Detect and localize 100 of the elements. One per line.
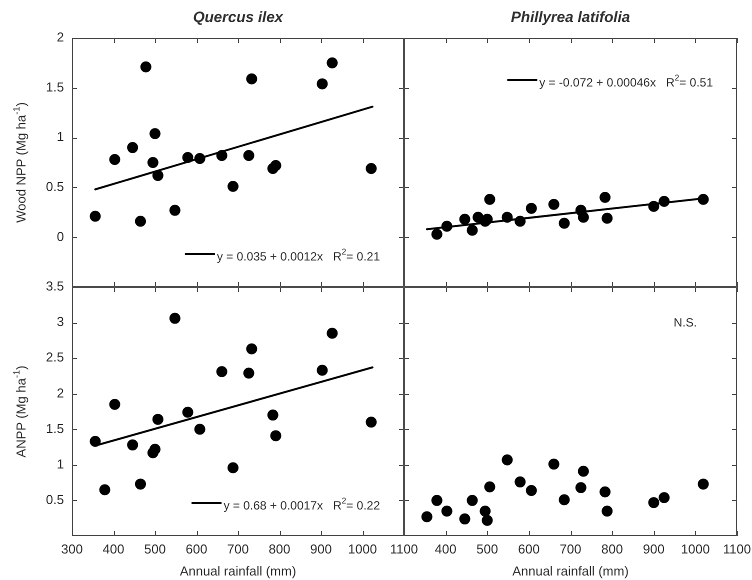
x-tick-label: 600: [518, 542, 540, 557]
point: [459, 214, 470, 225]
point: [326, 328, 338, 339]
point: [480, 506, 491, 517]
x-tick-label: 900: [642, 542, 665, 557]
point: [548, 198, 560, 210]
x-tick-label: 1100: [390, 542, 418, 557]
point: [484, 481, 496, 492]
x-tick-label: 900: [310, 542, 332, 557]
y-tick-label: 2: [56, 30, 64, 45]
y-tick-label: 2: [56, 385, 64, 400]
x-tick-label: 700: [560, 542, 582, 557]
y-tick-label: 3: [56, 314, 64, 330]
point: [366, 162, 377, 174]
point: [658, 196, 670, 207]
point: [431, 494, 442, 506]
point: [602, 212, 613, 224]
point: [216, 366, 228, 378]
annotation: N.S.: [674, 315, 698, 330]
x-tick-label: 500: [476, 542, 498, 557]
point: [90, 210, 101, 222]
chart-title: Phillyrea latifolia: [510, 9, 630, 26]
y-tick-label: 1: [56, 129, 64, 144]
y-tick-label: 1.5: [46, 79, 64, 94]
point: [194, 153, 206, 164]
point: [182, 152, 194, 164]
y-tick-label: 1.5: [46, 420, 64, 436]
point: [602, 506, 613, 517]
y-tick-label: 0.5: [46, 492, 64, 508]
point: [578, 212, 589, 223]
point: [514, 476, 526, 488]
point: [578, 466, 589, 477]
point: [270, 430, 282, 442]
point: [134, 478, 146, 490]
point: [127, 142, 138, 154]
x-tick-label: 800: [268, 542, 290, 557]
y-tick-label: 3.5: [46, 278, 64, 294]
x-tick-label: 300: [61, 542, 83, 557]
point: [698, 478, 709, 490]
y-axis-title: ANPP (Mg ha-1): [11, 366, 29, 458]
x-tick-label: 1000: [348, 542, 377, 557]
x-axis-title: Annual rainfall (mm): [512, 564, 629, 579]
point: [326, 57, 338, 68]
point: [431, 228, 442, 240]
point: [526, 484, 537, 496]
y-tick-label: 0: [56, 228, 64, 244]
point: [140, 61, 152, 72]
point: [548, 458, 560, 470]
point: [648, 200, 660, 212]
point: [575, 482, 586, 494]
point: [216, 150, 228, 162]
point: [482, 514, 493, 526]
point: [109, 154, 120, 166]
point: [243, 150, 254, 162]
point: [600, 192, 611, 203]
x-tick-label: 600: [186, 542, 208, 557]
chart-title: Quercus ilex: [192, 9, 284, 26]
point: [558, 218, 570, 229]
point: [514, 216, 526, 227]
x-tick-label: 500: [144, 542, 166, 557]
point: [648, 497, 660, 508]
point: [194, 424, 206, 435]
point: [169, 204, 180, 216]
point: [526, 202, 537, 214]
point: [316, 364, 328, 376]
point: [90, 436, 101, 447]
point: [109, 398, 120, 410]
y-tick-label: 1: [56, 456, 64, 472]
point: [99, 484, 110, 496]
point: [466, 224, 478, 236]
point: [152, 170, 164, 181]
point: [316, 78, 328, 90]
point: [169, 312, 180, 324]
point: [502, 212, 513, 223]
point: [558, 494, 570, 506]
point: [698, 194, 709, 205]
point: [127, 439, 138, 450]
point: [182, 406, 194, 418]
point: [600, 486, 611, 498]
point: [246, 343, 258, 354]
x-tick-label: 700: [227, 542, 249, 557]
y-tick-label: 2.5: [46, 350, 64, 365]
point: [366, 416, 377, 428]
point: [150, 444, 160, 455]
x-tick-label: 1100: [723, 542, 751, 557]
point: [228, 180, 239, 192]
x-tick-label: 1000: [680, 542, 710, 557]
point: [228, 462, 239, 474]
point: [267, 410, 278, 421]
point: [502, 454, 513, 466]
point: [466, 494, 478, 506]
point: [441, 506, 452, 517]
point: [147, 157, 158, 168]
x-tick-label: 400: [102, 542, 124, 557]
point: [441, 220, 452, 232]
point: [150, 128, 160, 140]
point: [421, 511, 432, 522]
point: [134, 216, 146, 227]
point: [459, 513, 470, 524]
point: [152, 414, 164, 425]
